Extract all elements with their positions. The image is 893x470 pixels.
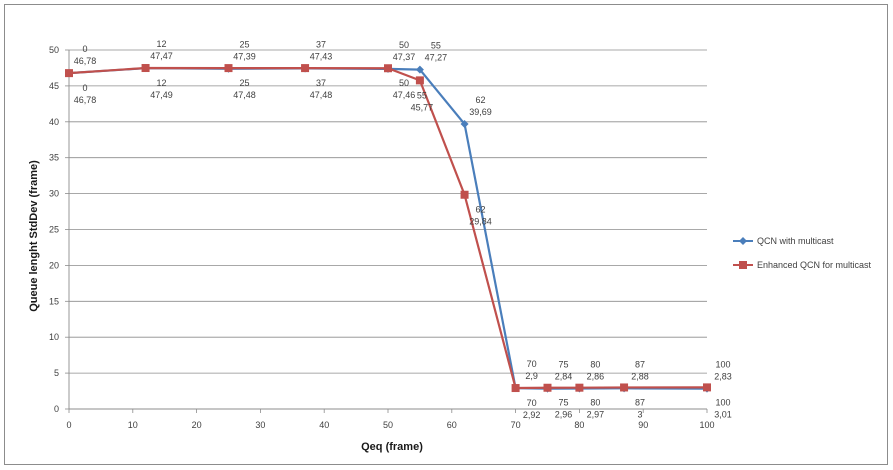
data-label-x: 50 <box>399 40 409 50</box>
data-label-y: 45,77 <box>411 102 434 112</box>
data-label-y: 39,69 <box>469 107 492 117</box>
data-label-x: 25 <box>239 40 249 50</box>
data-label-x: 70 <box>527 359 537 369</box>
x-tick-label: 30 <box>255 420 265 430</box>
y-tick-label: 5 <box>54 368 59 378</box>
data-label-y: 47,49 <box>150 90 173 100</box>
x-tick-label: 100 <box>699 420 714 430</box>
marker-square <box>543 383 552 392</box>
data-label-x: 75 <box>558 360 568 370</box>
data-label-y: 47,47 <box>150 51 173 61</box>
y-tick-label: 45 <box>49 81 59 91</box>
marker-diamond <box>415 65 424 74</box>
x-tick-label: 40 <box>319 420 329 430</box>
data-label-y: 29,84 <box>469 217 492 227</box>
marker-square <box>384 64 392 73</box>
data-label-x: 100 <box>715 397 730 407</box>
data-label-y: 2,86 <box>587 371 605 381</box>
legend-marker-square <box>739 261 747 269</box>
y-tick-label: 0 <box>54 404 59 414</box>
data-label-y: 47,43 <box>310 51 333 61</box>
data-label-x: 70 <box>527 398 537 408</box>
series-line-2 <box>68 66 708 390</box>
data-label-x: 0 <box>82 83 87 93</box>
x-tick-label: 70 <box>511 420 521 430</box>
x-tick-label: 90 <box>638 420 648 430</box>
marker-square <box>575 383 584 392</box>
data-label-y: 47,48 <box>233 90 256 100</box>
data-label-y: 47,48 <box>310 90 333 100</box>
marker-square <box>620 383 629 392</box>
marker-square <box>703 383 711 392</box>
x-tick-label: 0 <box>66 420 71 430</box>
marker-square <box>224 64 233 73</box>
data-label-y: 2,84 <box>555 372 573 382</box>
y-tick-label: 35 <box>49 153 59 163</box>
marker-square <box>460 190 469 199</box>
x-tick-label: 50 <box>383 420 393 430</box>
data-label-y: 2,97 <box>587 410 605 420</box>
data-label-x: 25 <box>239 78 249 88</box>
data-label-x: 87 <box>635 359 645 369</box>
data-label-y: 47,27 <box>425 53 448 63</box>
data-label-x: 62 <box>476 95 486 105</box>
data-label-y: 3 <box>638 409 643 419</box>
data-label-x: 37 <box>316 39 326 49</box>
marker-square <box>511 384 520 393</box>
y-tick-label: 25 <box>49 225 59 235</box>
x-tick-label: 10 <box>128 420 138 430</box>
data-label-x: 55 <box>417 90 427 100</box>
data-label-y: 2,92 <box>523 410 541 420</box>
data-label-x: 37 <box>316 78 326 88</box>
y-tick-label: 30 <box>49 189 59 199</box>
data-label-y: 46,78 <box>74 95 97 105</box>
legend-entry-label: Enhanced QCN for multicast <box>757 260 872 270</box>
series-layer <box>65 64 711 393</box>
data-label-y: 3,01 <box>714 409 732 419</box>
data-label-x: 80 <box>590 359 600 369</box>
legend: QCN with multicast Enhanced QCN for multi… <box>733 236 872 270</box>
y-tick-label: 15 <box>49 296 59 306</box>
data-label-y: 2,83 <box>714 372 732 382</box>
y-tick-label: 20 <box>49 260 59 270</box>
data-label-y: 2,96 <box>555 410 573 420</box>
y-tick-label: 40 <box>49 117 59 127</box>
data-label-x: 0 <box>82 44 87 54</box>
data-label-y: 47,46 <box>393 90 416 100</box>
marker-square <box>141 64 150 73</box>
data-label-x: 80 <box>590 398 600 408</box>
data-label-x: 75 <box>558 398 568 408</box>
data-label-y: 47,37 <box>393 52 416 62</box>
data-label-y: 46,78 <box>74 56 97 66</box>
marker-square <box>65 69 73 78</box>
x-tick-label: 20 <box>192 420 202 430</box>
gridlines <box>69 49 707 374</box>
y-tick-label: 10 <box>49 332 59 342</box>
data-label-y: 2,88 <box>631 371 649 381</box>
legend-marker-diamond <box>739 237 747 245</box>
legend-entry-label: QCN with multicast <box>757 236 834 246</box>
data-label-x: 12 <box>157 39 167 49</box>
y-tick-label: 50 <box>49 45 59 55</box>
x-tick-label: 60 <box>447 420 457 430</box>
x-axis-title: Qeq (frame) <box>361 441 423 453</box>
data-labels: 0 46,78 12 47,47 25 47,39 37 47,43 50 47,37 55 47,2… <box>74 39 732 420</box>
y-axis-title: Queue lenght StdDev (frame) <box>28 160 40 312</box>
chart-frame: 0 5 10 15 20 25 30 35 40 45 50 0 10 20 30 40 50 60 70 80 90 1… <box>4 4 888 465</box>
marker-square <box>415 76 424 85</box>
data-label-x: 50 <box>399 78 409 88</box>
data-label-x: 100 <box>715 360 730 370</box>
data-label-y: 2,9 <box>525 371 538 381</box>
data-label-x: 12 <box>157 78 167 88</box>
data-label-x: 62 <box>476 205 486 215</box>
x-tick-label: 80 <box>574 420 584 430</box>
data-label-x: 87 <box>635 397 645 407</box>
data-label-y: 47,39 <box>233 52 256 62</box>
marker-diamond <box>460 120 469 129</box>
marker-square <box>301 64 310 73</box>
series-line-1 <box>68 67 708 390</box>
data-label-x: 55 <box>431 41 441 51</box>
